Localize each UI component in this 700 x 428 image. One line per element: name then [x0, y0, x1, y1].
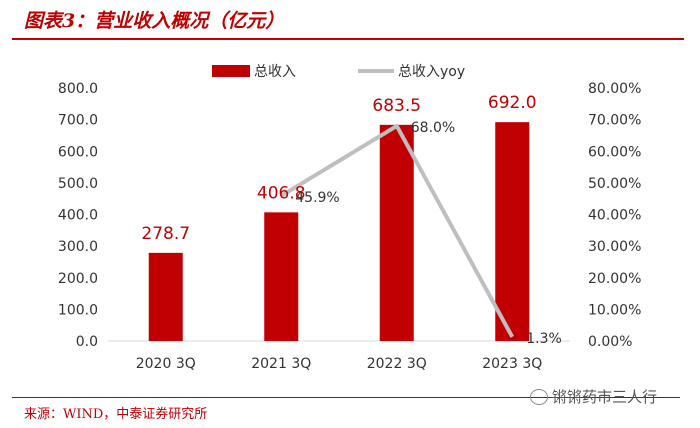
yoy-line	[280, 123, 515, 338]
yoy-data-label: 68.0%	[411, 120, 455, 136]
y-left-tick-label: 200.0	[58, 271, 98, 287]
y-right-tick-label: 20.00%	[588, 271, 641, 287]
legend-bar-label: 总收入	[254, 64, 296, 80]
y-left-tick-label: 300.0	[58, 239, 98, 255]
yoy-data-label: 45.9%	[295, 190, 339, 206]
y-right-tick-label: 80.00%	[588, 81, 641, 97]
chart-title: 图表3：营业收入概况（亿元）	[24, 10, 285, 32]
watermark-text: 锵锵药市三人行	[552, 388, 658, 406]
revenue-data-label: 406.8	[257, 183, 306, 203]
y-left-tick-label: 100.0	[58, 302, 98, 318]
legend-line-label: 总收入yoy	[398, 64, 465, 80]
y-left-tick-label: 0.0	[76, 334, 98, 350]
x-tick-label: 2022 3Q	[367, 356, 427, 372]
x-tick-label: 2021 3Q	[251, 356, 311, 372]
y-left-tick-label: 400.0	[58, 208, 98, 224]
revenue-data-label: 692.0	[488, 93, 537, 113]
footer-divider	[12, 397, 680, 398]
wechat-icon	[530, 388, 548, 405]
revenue-bar	[495, 122, 530, 341]
y-right-tick-label: 40.00%	[588, 208, 641, 224]
y-left-tick-label: 700.0	[58, 113, 98, 129]
revenue-data-label: 683.5	[372, 96, 421, 116]
yoy-data-label: 1.3%	[526, 331, 562, 347]
y-right-tick-label: 50.00%	[588, 176, 641, 192]
title-divider	[12, 38, 684, 40]
y-left-tick-label: 600.0	[58, 144, 98, 160]
y-right-tick-label: 60.00%	[588, 144, 641, 160]
source-note: 来源：WIND，中泰证券研究所	[24, 407, 208, 422]
y-right-tick-label: 0.00%	[588, 334, 632, 350]
revenue-bar	[379, 124, 414, 341]
x-tick-label: 2023 3Q	[482, 356, 542, 372]
y-left-tick-label: 500.0	[58, 176, 98, 192]
watermark: 锵锵药市三人行	[530, 386, 657, 407]
legend-bar-swatch	[212, 65, 250, 77]
y-right-tick-label: 10.00%	[588, 302, 641, 318]
revenue-chart: 0.0 100.0 200.0 300.0 400.0 500.0 600.0 700.0 80…	[58, 64, 641, 372]
y-left-tick-label: 800.0	[58, 81, 98, 97]
chart-area: 0.0 100.0 200.0 300.0 400.0 500.0 600.0 700.0 80…	[40, 46, 650, 394]
x-tick-label: 2020 3Q	[136, 356, 196, 372]
y-right-tick-label: 30.00%	[588, 239, 641, 255]
revenue-bar	[148, 252, 183, 341]
y-right-tick-label: 70.00%	[588, 113, 641, 129]
revenue-data-label: 278.7	[141, 224, 190, 244]
revenue-bar	[264, 212, 299, 341]
